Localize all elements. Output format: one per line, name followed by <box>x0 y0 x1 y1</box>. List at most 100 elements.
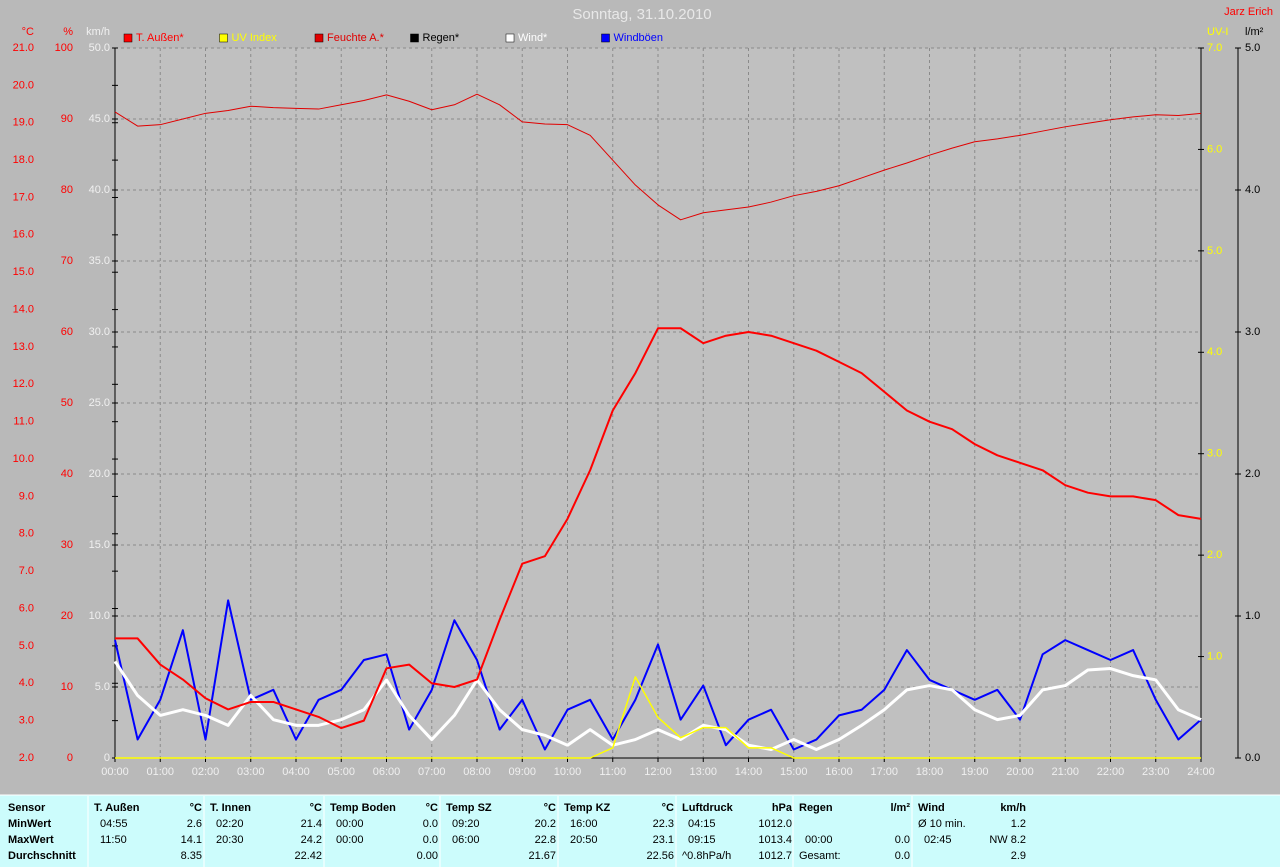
y-tick-label: 20.0 <box>13 79 34 91</box>
cell-time: 09:20 <box>452 818 480 830</box>
column-unit: °C <box>662 802 674 814</box>
column-unit: km/h <box>1000 802 1026 814</box>
y-tick-label: 5.0 <box>95 681 110 693</box>
column-header: Regen <box>799 802 833 814</box>
y-tick-label: 18.0 <box>13 154 34 166</box>
y-tick-label: 10.0 <box>89 610 110 622</box>
x-tick-label: 20:00 <box>1006 766 1034 778</box>
legend-label: Wind* <box>518 32 548 44</box>
cell-value: 0.0 <box>423 818 438 830</box>
legend-swatch <box>410 33 419 43</box>
series-line <box>113 660 1202 751</box>
legend-label: Windböen <box>614 32 664 44</box>
x-tick-label: 09:00 <box>508 766 536 778</box>
y-tick-label: 6.0 <box>1207 143 1222 155</box>
column-header: Temp KZ <box>564 802 611 814</box>
cell-value: 14.1 <box>181 834 202 846</box>
series-line <box>115 327 1202 730</box>
y-tick-label: 12.0 <box>13 378 34 390</box>
y-tick-label: 5.0 <box>19 640 34 652</box>
y-tick-label: 15.0 <box>89 539 110 551</box>
x-tick-label: 00:00 <box>101 766 129 778</box>
column-header: T. Außen <box>94 802 140 814</box>
axis-unit-label: UV-I <box>1207 26 1228 38</box>
y-tick-label: 4.0 <box>1245 184 1260 196</box>
cell-time: 02:20 <box>216 818 244 830</box>
series-line <box>114 93 1202 221</box>
cell-value: 22.42 <box>294 850 322 862</box>
x-tick-label: 23:00 <box>1142 766 1170 778</box>
legend-swatch <box>123 33 133 43</box>
x-tick-label: 08:00 <box>463 766 491 778</box>
y-tick-label: 30 <box>61 539 73 551</box>
axis-unit-label: % <box>63 26 73 38</box>
cell-time: 04:15 <box>688 818 716 830</box>
y-tick-label: 0 <box>104 752 110 764</box>
row-label: MinWert <box>8 818 52 830</box>
column-header: Luftdruck <box>682 802 734 814</box>
legend-label: Regen* <box>423 32 460 44</box>
y-tick-label: 45.0 <box>89 113 110 125</box>
column-header: Wind <box>918 802 945 814</box>
column-unit: hPa <box>772 802 793 814</box>
axis-unit-label: °C <box>22 26 34 38</box>
legend-label: UV Index <box>232 32 278 44</box>
y-tick-label: 35.0 <box>89 255 110 267</box>
row-label: Durchschnitt <box>8 850 76 862</box>
x-tick-label: 02:00 <box>192 766 220 778</box>
y-tick-label: 7.0 <box>1207 42 1222 54</box>
y-tick-label: 20.0 <box>89 468 110 480</box>
y-tick-label: 50.0 <box>89 42 110 54</box>
y-tick-label: 5.0 <box>1245 42 1260 54</box>
x-tick-label: 05:00 <box>327 766 355 778</box>
x-tick-label: 03:00 <box>237 766 265 778</box>
row-label: Sensor <box>8 802 46 814</box>
cell-value: 24.2 <box>301 834 322 846</box>
cell-value: 1013.4 <box>758 834 792 846</box>
y-tick-label: 100 <box>55 42 73 54</box>
y-tick-label: 16.0 <box>13 229 34 241</box>
y-tick-label: 60 <box>61 326 73 338</box>
cell-value: 0.00 <box>417 850 438 862</box>
y-tick-label: 3.0 <box>19 715 34 727</box>
row-label: MaxWert <box>8 834 54 846</box>
y-tick-label: 13.0 <box>13 341 34 353</box>
axis-unit-label: km/h <box>86 26 110 38</box>
author: Jarz Erich <box>1224 6 1273 18</box>
legend-swatch <box>219 33 228 43</box>
cell-value: NW 8.2 <box>989 834 1026 846</box>
column-unit: °C <box>190 802 202 814</box>
x-tick-label: 10:00 <box>554 766 582 778</box>
cell-value: 21.4 <box>301 818 322 830</box>
x-tick-label: 22:00 <box>1097 766 1125 778</box>
cell-value: 22.56 <box>646 850 674 862</box>
cell-value: 1.2 <box>1011 818 1026 830</box>
y-tick-label: 5.0 <box>1207 245 1222 257</box>
x-tick-label: 18:00 <box>916 766 944 778</box>
series-line <box>115 676 1201 759</box>
y-tick-label: 3.0 <box>1207 448 1222 460</box>
cell-value: 1012.7 <box>758 850 792 862</box>
cell-value: 8.35 <box>181 850 202 862</box>
y-tick-label: 70 <box>61 255 73 267</box>
x-tick-label: 19:00 <box>961 766 989 778</box>
cell-time: 09:15 <box>688 834 716 846</box>
x-tick-label: 04:00 <box>282 766 310 778</box>
cell-value: 20.2 <box>535 818 556 830</box>
cell-time: 20:30 <box>216 834 244 846</box>
column-header: Temp SZ <box>446 802 492 814</box>
y-tick-label: 3.0 <box>1245 326 1260 338</box>
column-header: Temp Boden <box>330 802 396 814</box>
x-tick-label: 24:00 <box>1187 766 1215 778</box>
cell-value: 0.0 <box>895 850 910 862</box>
x-tick-label: 11:00 <box>599 766 626 778</box>
cell-time: 00:00 <box>336 818 364 830</box>
y-tick-label: 10.0 <box>13 453 34 465</box>
cell-time: 06:00 <box>452 834 480 846</box>
y-tick-label: 21.0 <box>13 42 34 54</box>
legend-label: T. Außen* <box>136 32 184 44</box>
legend-swatch <box>505 33 515 43</box>
cell-value: 0.0 <box>423 834 438 846</box>
cell-time: Gesamt: <box>799 850 841 862</box>
